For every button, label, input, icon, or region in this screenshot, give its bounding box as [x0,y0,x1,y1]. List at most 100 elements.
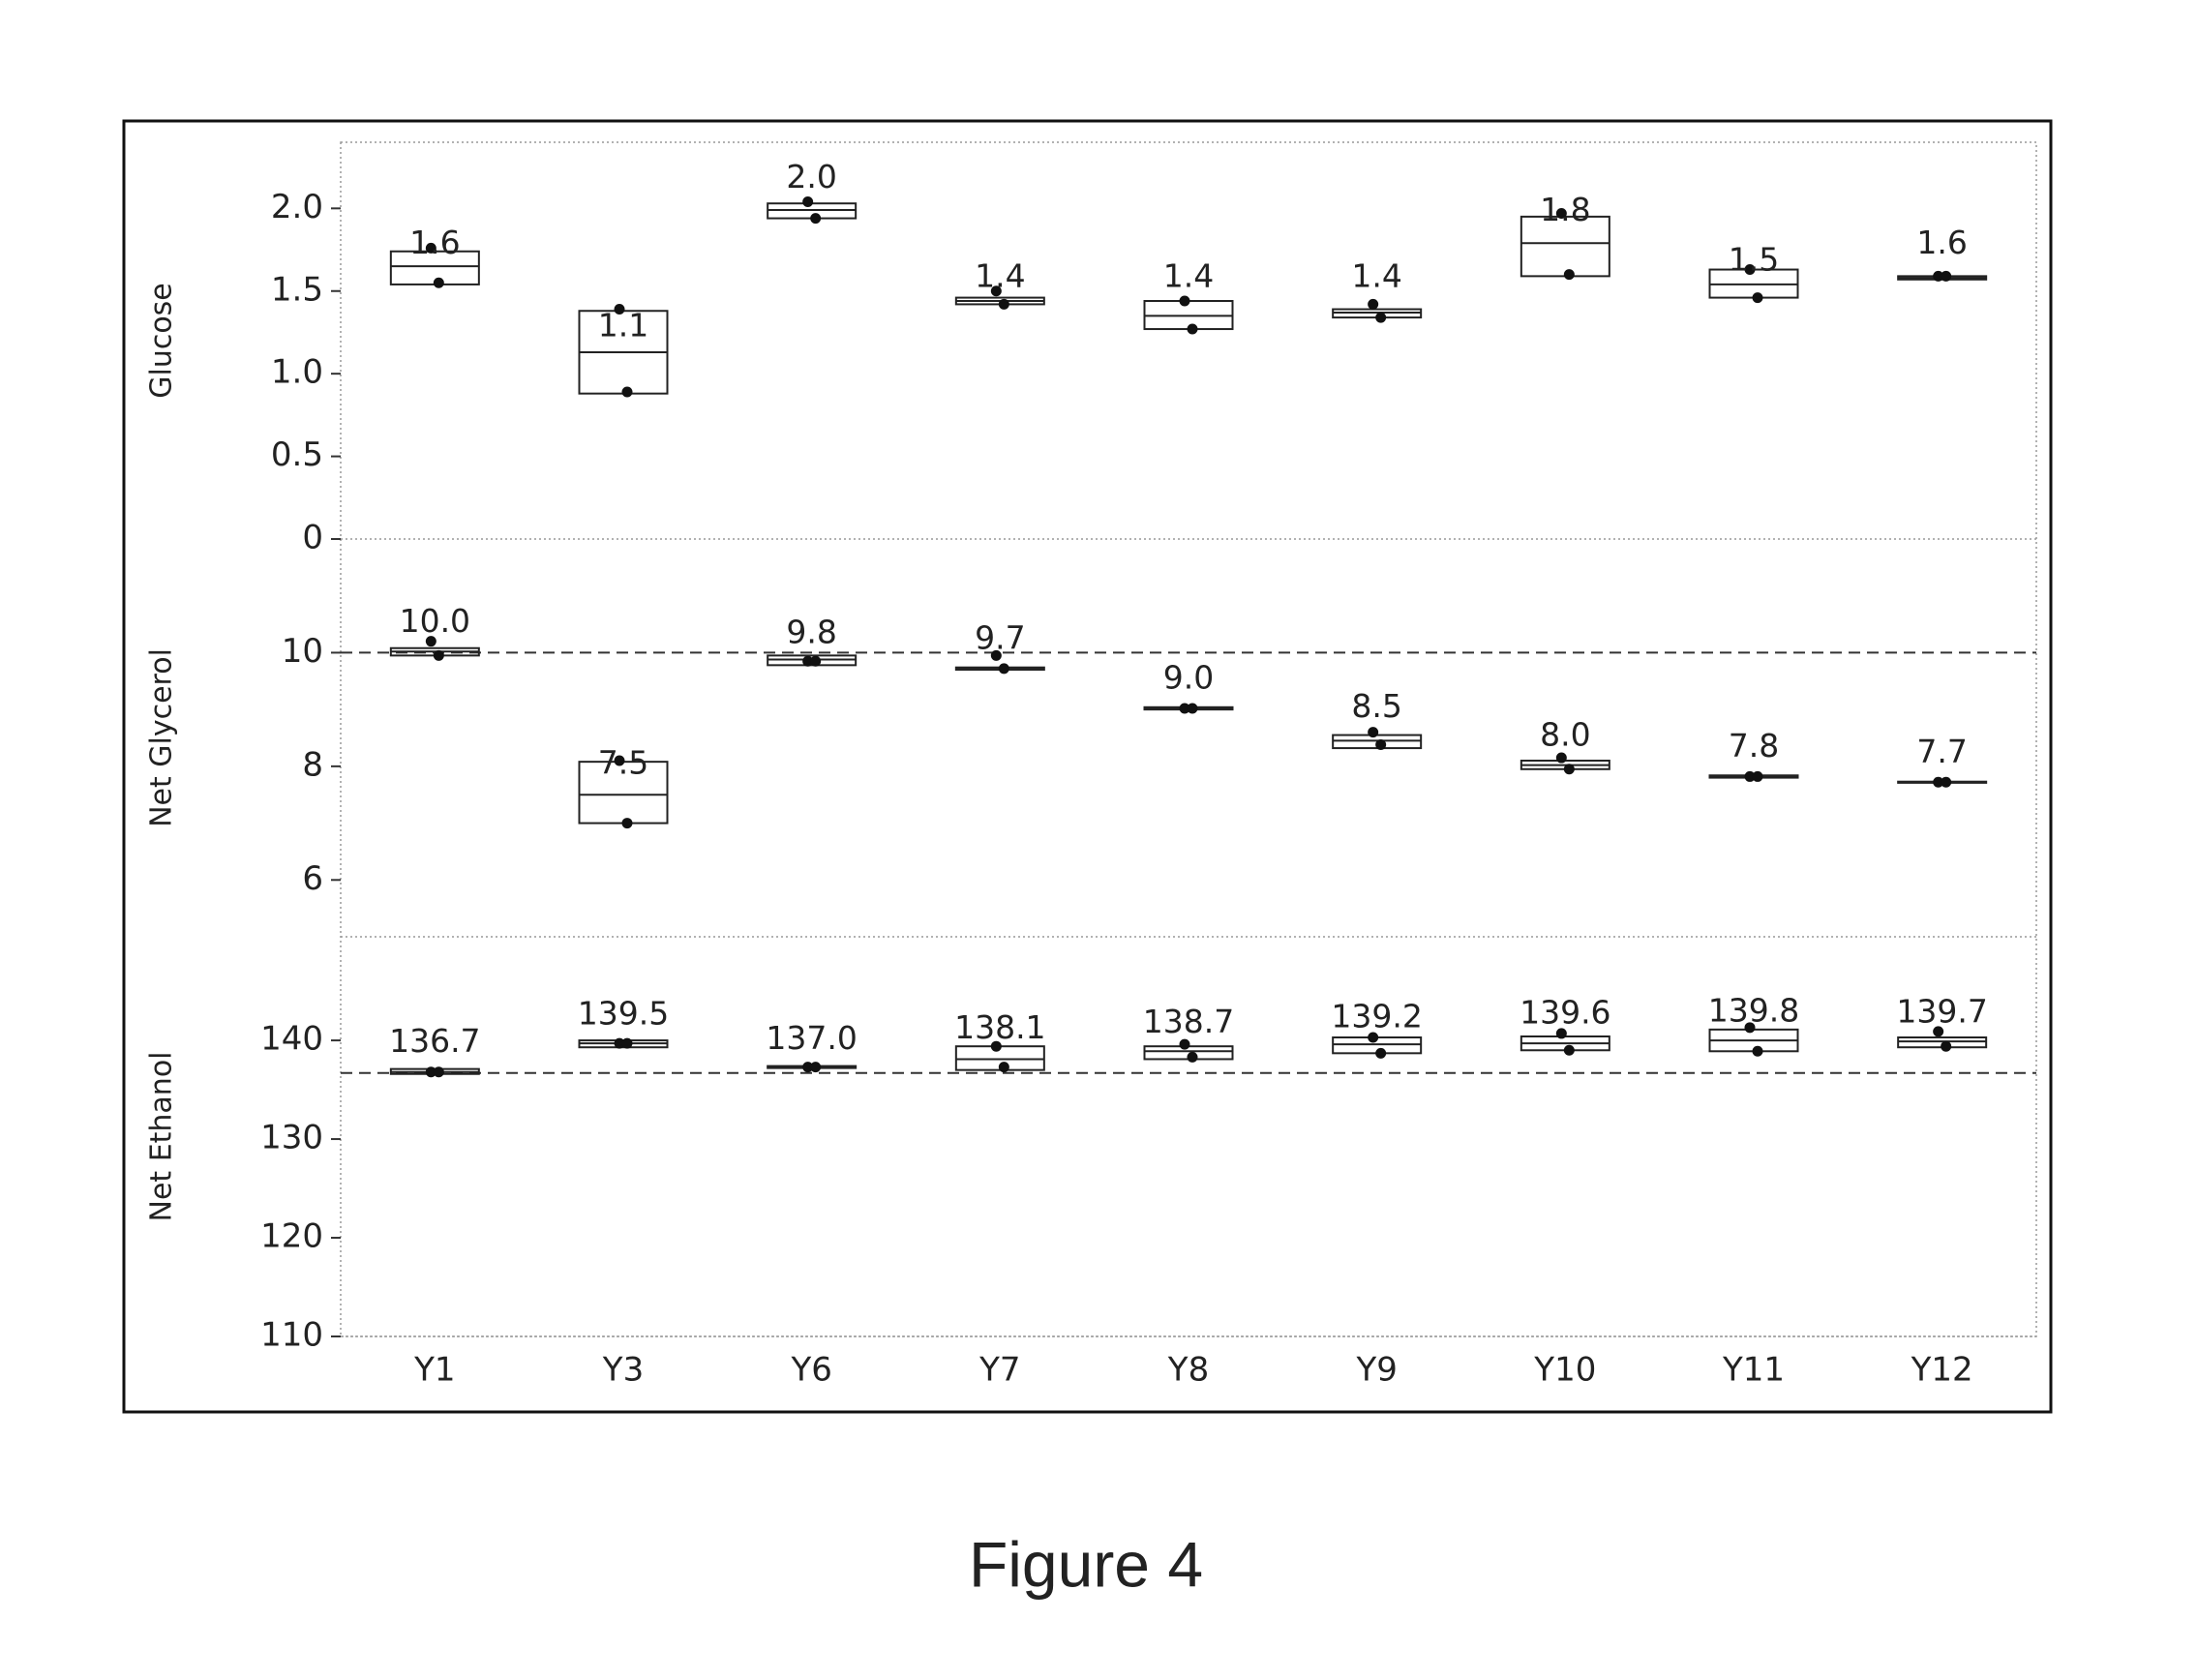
data-point [1941,1040,1952,1052]
y-tick-label: 8 [302,745,323,784]
y-tick-label: 0 [302,519,323,557]
x-tick-label: Y1 [413,1351,455,1390]
mean-label: 139.6 [1520,994,1610,1032]
data-point [1179,295,1190,307]
y-tick-label: 1.0 [271,353,323,392]
mean-label: 1.8 [1540,191,1590,228]
data-point [802,196,814,207]
data-point [425,1066,436,1078]
x-tick-label: Y6 [790,1351,831,1390]
data-point [621,1037,633,1049]
mean-label: 7.7 [1916,733,1967,770]
data-point [1563,269,1575,281]
data-point [614,304,625,315]
y-axis-title: Net Ethanol [145,1051,179,1221]
mean-label: 8.5 [1351,687,1401,725]
y-tick-label: 0.5 [271,435,323,474]
mean-label: 10.0 [400,602,470,640]
data-point [1187,703,1198,714]
y-tick-label: 1.5 [271,270,323,309]
mean-label: 1.4 [975,256,1025,294]
mean-label: 1.4 [1163,256,1214,294]
x-tick-label: Y9 [1355,1351,1397,1390]
x-tick-label: Y3 [602,1351,644,1390]
data-point [802,1062,814,1073]
caption: Figure 4 [969,1528,1203,1600]
data-point [1744,264,1756,276]
data-point [1752,1045,1763,1057]
y-tick-label: 10 [282,632,323,671]
data-point [621,386,633,398]
data-point [1375,312,1387,323]
mean-label: 138.7 [1143,1003,1234,1040]
y-tick-label: 2.0 [271,188,323,226]
data-point [1752,770,1763,782]
mean-label: 139.2 [1331,998,1422,1035]
data-point [998,298,1009,310]
data-point [1187,1051,1198,1063]
data-point [990,1040,1002,1052]
mean-label: 1.1 [598,307,648,345]
data-point [1744,1022,1756,1034]
data-point [621,818,633,829]
data-point [1368,298,1379,310]
y-tick-label: 130 [260,1119,323,1157]
data-point [433,649,444,661]
data-point [1941,776,1952,788]
data-point [810,655,822,667]
mean-label: 1.6 [409,224,460,261]
data-point [1744,770,1756,782]
mean-label: 8.0 [1540,715,1590,753]
data-point [1941,270,1952,282]
data-point [990,649,1002,661]
data-point [614,755,625,766]
data-point [1555,752,1567,764]
y-axis-title: Net Glycerol [145,648,179,827]
data-point [1555,1028,1567,1039]
data-point [1933,270,1944,282]
data-point [1179,703,1190,714]
data-point [1187,323,1198,335]
data-point [1555,207,1567,219]
plot-area [340,141,2037,1337]
mean-label: 1.6 [1916,224,1967,261]
mean-label: 9.0 [1163,659,1214,697]
mean-label: 139.5 [578,995,669,1033]
x-tick-label: Y7 [978,1351,1020,1390]
data-point [1752,292,1763,304]
frame [122,119,2053,1414]
data-point [614,1037,625,1049]
mean-label: 9.8 [786,614,836,651]
mean-label: 139.8 [1708,992,1799,1030]
mean-label: 2.0 [786,158,836,195]
y-tick-label: 140 [260,1020,323,1059]
data-point [425,242,436,254]
mean-label: 138.1 [954,1008,1045,1046]
mean-label: 7.5 [598,744,648,782]
x-tick-label: Y8 [1167,1351,1209,1390]
data-point [1368,727,1379,738]
data-point [1933,776,1944,788]
data-point [425,636,436,647]
data-point [1375,1047,1387,1059]
data-point [1179,1038,1190,1050]
y-tick-label: 120 [260,1217,323,1256]
data-point [433,277,444,288]
x-tick-label: Y12 [1911,1351,1973,1390]
x-tick-label: Y10 [1533,1351,1596,1390]
data-point [1563,764,1575,775]
mean-label: 9.7 [975,619,1025,657]
data-point [998,1062,1009,1073]
x-tick-label: Y11 [1722,1351,1785,1390]
data-point [990,285,1002,297]
mean-label: 7.8 [1729,727,1779,765]
data-point [1563,1044,1575,1056]
y-tick-label: 6 [302,859,323,898]
mean-label: 137.0 [766,1019,857,1057]
data-point [1368,1032,1379,1043]
mean-label: 1.4 [1351,256,1401,294]
y-tick-label: 110 [260,1316,323,1355]
data-point [802,655,814,667]
